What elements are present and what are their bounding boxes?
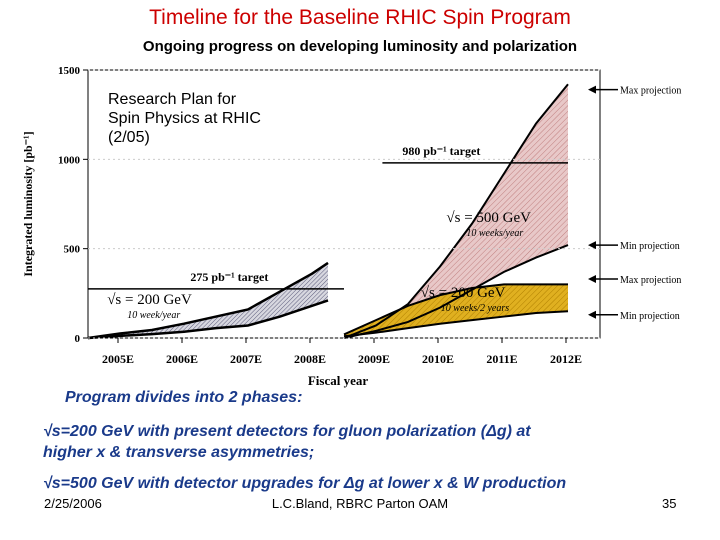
phase1-min-line [87, 299, 329, 340]
slide-title: Timeline for the Baseline RHIC Spin Prog… [149, 6, 571, 29]
phase1-max-line [87, 261, 329, 340]
x-tick-label: 2007E [230, 352, 262, 366]
energy-annotation: √s = 200 GeV [107, 292, 192, 308]
legend-label: Max projection [620, 86, 681, 97]
footer-page-number: 35 [662, 496, 677, 511]
legend-arrowhead [588, 310, 596, 319]
plan-line: (2/05) [108, 129, 150, 146]
target-label: 980 pb⁻¹ target [402, 144, 480, 158]
phase-1-text: √s=200 GeV with present detectors for gl… [43, 421, 643, 463]
legend-arrowhead [588, 241, 596, 250]
target-label: 275 pb⁻¹ target [190, 270, 268, 284]
phase2-200-max-line [343, 283, 568, 336]
y-tick-label: 0 [75, 333, 81, 345]
y-tick-label: 1000 [58, 154, 81, 166]
x-tick-label: 2008E [294, 352, 326, 366]
legend-label: Max projection [620, 275, 681, 286]
energy-annotation-sub: 10 weeks/2 years [441, 303, 509, 314]
chart-labels: 980 pb⁻¹ target 275 pb⁻¹ target √s = 500 G… [107, 85, 681, 322]
energy-annotation: √s = 500 GeV [446, 210, 531, 226]
x-tick-label: 2012E [550, 352, 582, 366]
y-tick-label: 1500 [58, 65, 81, 77]
energy-annotation-sub: 10 weeks/year [466, 228, 523, 239]
x-tick-label: 2005E [102, 352, 134, 366]
x-tick-label: 2009E [358, 352, 390, 366]
footer-date: 2/25/2006 [44, 496, 102, 511]
y-tick-label: 500 [64, 244, 81, 256]
x-tick-label: 2006E [166, 352, 198, 366]
plan-line: Spin Physics at RHIC [108, 110, 261, 127]
energy-annotation-sub: 10 week/year [127, 310, 180, 321]
phase-1-line: √s=200 GeV with present detectors for gl… [43, 423, 531, 440]
phase2-500-max-line [343, 83, 569, 339]
phase-1-line: higher x & transverse asymmetries; [43, 444, 315, 461]
x-tick-label: 2010E [422, 352, 454, 366]
legend-label: Min projection [620, 311, 680, 322]
phases-intro: Program divides into 2 phases: [65, 389, 303, 406]
footer-author: L.C.Bland, RBRC Parton OAM [271, 496, 449, 511]
phase-2-text: √s=500 GeV with detector upgrades for Δg… [43, 475, 567, 492]
energy-annotation: √s = 200 GeV [421, 285, 506, 301]
legend-label: Min projection [620, 241, 680, 252]
projection-lines [87, 83, 569, 340]
plan-line: Research Plan for [108, 91, 237, 108]
phase2-200-min-line [343, 310, 569, 338]
x-tick-label: 2011E [486, 352, 517, 366]
y-axis-label: Integrated luminosity [pb⁻¹] [21, 131, 35, 276]
slide-subtitle: Ongoing progress on developing luminosit… [142, 38, 578, 55]
axes: 0 500 1000 1500 2005E 2006E 2007E 2008E 2009E 201… [21, 65, 600, 388]
legend-arrowhead [588, 85, 596, 94]
research-plan-note: Research Plan for Spin Physics at RHIC (… [108, 90, 308, 147]
phase2-500-min-line [343, 244, 569, 339]
x-axis-label: Fiscal year [308, 373, 369, 388]
legend-arrowhead [588, 275, 596, 284]
phase2-500gev-band [344, 84, 568, 338]
